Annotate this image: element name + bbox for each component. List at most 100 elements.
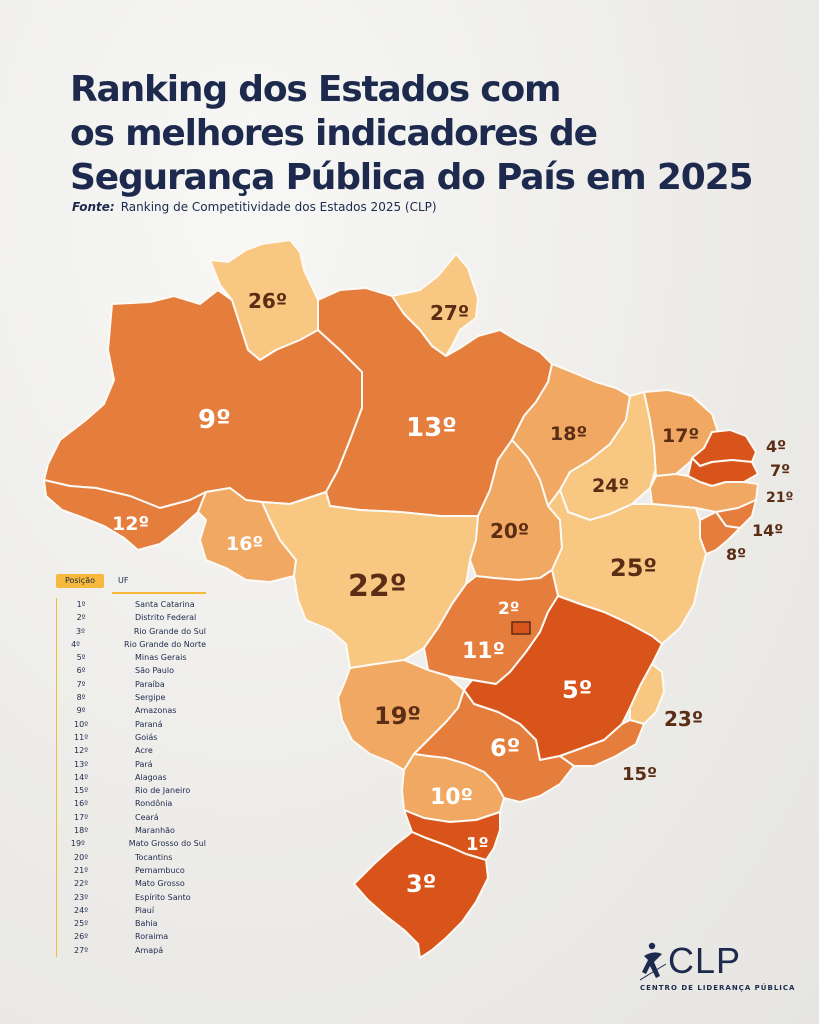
legend-divider — [112, 592, 206, 594]
legend-row: 15º Rio de Janeiro — [57, 784, 206, 797]
rank-label-rr: 26º — [248, 289, 287, 313]
legend-row: 21º Pernambuco — [57, 864, 206, 877]
legend-row: 22º Mato Grosso — [57, 877, 206, 890]
legend-pos: 26º — [74, 932, 88, 942]
legend-pos: 1º — [76, 600, 86, 609]
legend-state: Espírito Santo — [135, 892, 191, 902]
rank-label-rj: 15º — [622, 764, 657, 785]
legend-row: 13º Pará — [57, 758, 206, 771]
legend-state: Amazonas — [135, 706, 177, 716]
logo-mark: CLP — [668, 940, 742, 981]
legend-pos: 14º — [74, 772, 88, 782]
legend-row: 8º Sergipe — [57, 691, 206, 704]
rank-label-ro: 16º — [226, 533, 263, 555]
legend-state: Sergipe — [135, 693, 166, 703]
legend-state: Maranhão — [135, 826, 175, 836]
rank-label-pe: 21º — [766, 490, 793, 506]
rank-label-sc: 1º — [466, 834, 489, 855]
rank-label-es: 23º — [664, 707, 703, 731]
legend-pos: 24º — [74, 905, 88, 915]
legend-state: Alagoas — [135, 772, 167, 782]
legend-row: 11º Goiás — [57, 731, 206, 744]
legend-pos: 3º — [76, 626, 85, 636]
legend-pos: 23º — [74, 892, 88, 902]
legend-header: Posição UF — [56, 574, 206, 594]
rank-label-pb: 7º — [770, 461, 790, 480]
legend-state: Paraná — [135, 719, 163, 729]
legend-row: 20º Tocantins — [57, 851, 206, 864]
legend-row: 19º Mato Grosso do Sul — [57, 837, 206, 850]
legend-row: 5º Minas Gerais — [57, 651, 206, 664]
legend-pos: 21º — [74, 865, 88, 875]
legend-pos: 4º — [71, 639, 80, 649]
legend-state: Amapá — [135, 945, 164, 955]
rank-label-sp: 6º — [490, 734, 520, 762]
legend-pos: 16º — [74, 799, 88, 809]
state-df — [511, 621, 531, 635]
legend-col-position: Posição — [56, 574, 104, 588]
legend-state: Bahia — [135, 919, 158, 929]
legend-row: 1º Santa Catarina — [57, 598, 206, 611]
legend-state: Minas Gerais — [135, 653, 187, 663]
legend-pos: 8º — [76, 693, 86, 703]
legend-row: 27º Amapá — [57, 944, 206, 957]
title-line-2: os melhores indicadores de — [70, 113, 598, 154]
source-note: Fonte: Ranking de Competitividade dos Est… — [72, 200, 437, 214]
legend-state: Rio Grande do Sul — [133, 626, 206, 636]
legend-pos: 27º — [74, 945, 88, 955]
rank-label-mg: 5º — [562, 676, 592, 704]
rank-label-df: 2º — [498, 599, 519, 619]
legend-state: Roraima — [135, 932, 169, 942]
rank-label-rs: 3º — [406, 870, 436, 898]
source-text: Ranking de Competitividade dos Estados 2… — [120, 200, 437, 214]
clp-logo: CLP CENTRO DE LIDERANÇA PÚBLICA — [640, 940, 794, 1000]
legend-row: 3º Rio Grande do Sul — [57, 625, 206, 638]
legend-col-uf: UF — [118, 576, 129, 585]
legend-state: Goiás — [135, 732, 158, 742]
rank-label-al: 14º — [752, 521, 783, 540]
title-line-1: Ranking dos Estados com — [70, 69, 561, 110]
rank-label-ce: 17º — [662, 425, 699, 447]
legend-row: 9º Amazonas — [57, 704, 206, 717]
state-ro — [197, 487, 297, 583]
rank-label-rn: 4º — [766, 437, 786, 456]
legend-row: 10º Paraná — [57, 718, 206, 731]
legend-pos: 11º — [74, 732, 88, 742]
legend-row: 26º Roraima — [57, 930, 206, 943]
legend-state: Pernambuco — [135, 865, 185, 875]
legend-row: 6º São Paulo — [57, 664, 206, 677]
rank-label-go: 11º — [462, 639, 505, 664]
source-label: Fonte: — [72, 200, 115, 214]
rank-label-ap: 27º — [430, 301, 469, 325]
legend-state: Distrito Federal — [135, 613, 197, 623]
legend-state: Rio Grande do Norte — [124, 639, 206, 649]
ranking-legend: Posição UF 1º Santa Catarina 2º Distrito F… — [56, 574, 206, 958]
legend-row: 16º Rondônia — [57, 797, 206, 810]
legend-pos: 25º — [74, 919, 88, 929]
legend-state: Paraíba — [135, 679, 165, 689]
clp-figure-icon — [640, 942, 667, 981]
legend-pos: 15º — [74, 786, 88, 796]
title-line-3: Segurança Pública do País em 2025 — [70, 157, 754, 198]
rank-label-mt: 22º — [348, 569, 407, 604]
rank-label-ba: 25º — [610, 554, 657, 582]
rank-label-to: 20º — [490, 519, 529, 543]
rank-label-ma: 18º — [550, 423, 587, 445]
legend-row: 14º Alagoas — [57, 771, 206, 784]
legend-pos: 5º — [76, 653, 86, 663]
legend-pos: 18º — [74, 826, 88, 836]
legend-pos: 22º — [74, 879, 88, 889]
legend-state: Ceará — [135, 812, 159, 822]
legend-row: 17º Ceará — [57, 811, 206, 824]
legend-row: 25º Bahia — [57, 917, 206, 930]
legend-state: Rio de Janeiro — [135, 786, 191, 796]
rank-label-ms: 19º — [374, 702, 421, 730]
state-ac — [43, 479, 207, 551]
rank-label-ac: 12º — [112, 513, 149, 535]
legend-state: Pará — [135, 759, 153, 769]
legend-row: 18º Maranhão — [57, 824, 206, 837]
legend-pos: 12º — [74, 746, 88, 756]
legend-pos: 10º — [74, 719, 88, 729]
legend-state: Piauí — [135, 905, 155, 915]
